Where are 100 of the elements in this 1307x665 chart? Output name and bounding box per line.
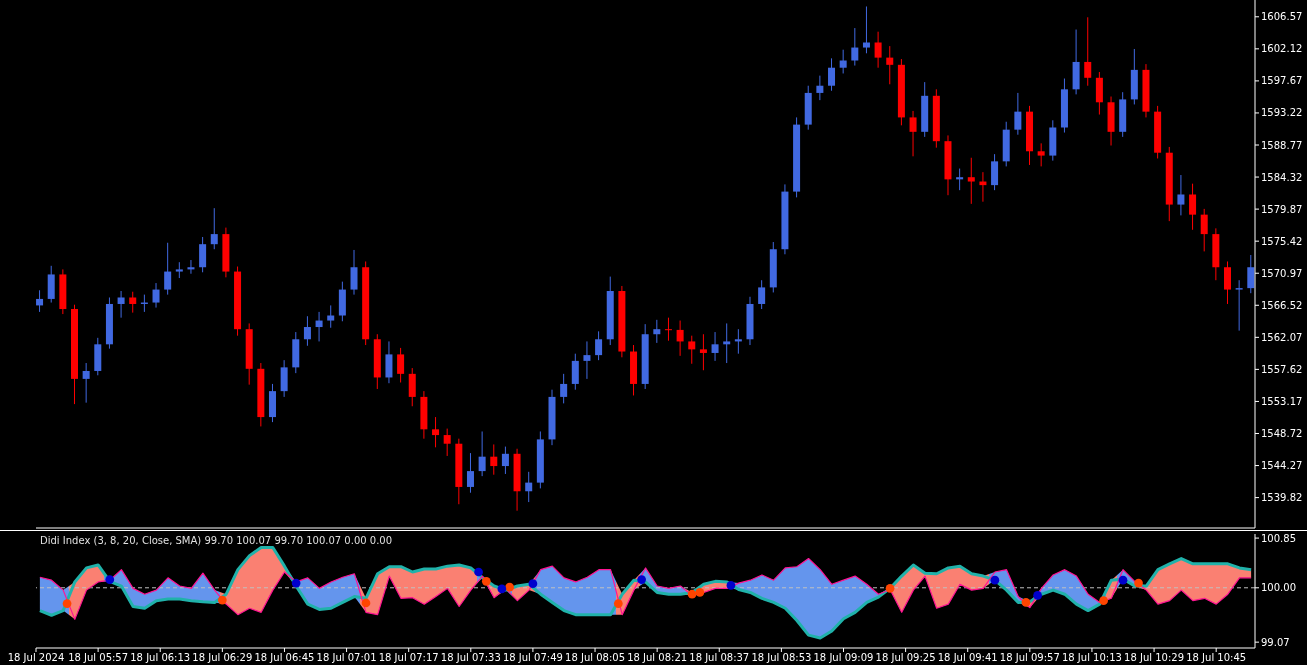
y-tick-label: 1602.12 [1261,43,1303,55]
x-tick-label: 18 Jul 08:53 [751,652,812,664]
x-tick-label: 18 Jul 07:33 [440,652,501,664]
point [726,581,736,590]
candlestick [967,157,975,205]
candlestick [117,290,125,319]
candlestick [874,31,882,69]
y-tick-label: 1606.57 [1261,11,1303,23]
point [105,575,115,584]
point [481,576,491,586]
x-tick-label: 18 Jul 05:57 [68,652,129,664]
candlestick [676,320,684,357]
point [613,599,623,608]
candlestick [886,45,894,85]
x-tick-label: 18 Jul 10:29 [1124,652,1185,664]
y-tick-label: 1575.42 [1261,235,1303,247]
point [497,584,507,594]
candlestick [36,289,44,313]
point [62,599,72,608]
candlestick [595,330,603,361]
point [637,575,646,584]
candlestick [443,428,451,457]
point [1033,591,1042,600]
candlestick [397,347,405,383]
point [1021,598,1031,607]
point [687,589,697,599]
candlestick [1200,208,1208,252]
candlestick [688,335,696,365]
candlestick [466,452,474,494]
candlestick [129,291,137,314]
candlestick [199,236,207,273]
x-tick-label: 18 Jul 10:45 [1186,652,1247,664]
candlestick [560,373,568,404]
candlestick [956,168,964,191]
candlestick [187,259,195,275]
x-tick-label: 18 Jul 07:01 [316,652,377,664]
candlestick [816,75,824,101]
x-tick-label: 18 Jul 08:37 [689,652,750,664]
chart-title: Didi Index (3, 8, 20, Close, SMA) 99.70 100.07 99.70 100.07 0.00 0.00 [40,535,393,546]
y-tick-label: 1562.07 [1261,331,1303,343]
candlestick [501,446,509,475]
y-tick-label: 1553.17 [1261,395,1303,407]
candlestick [490,443,498,476]
point [1099,596,1108,606]
candlestick [828,57,836,92]
candlestick [1084,16,1092,87]
x-tick-label: 18 Jul 2024 [7,652,65,664]
candlestick [152,282,160,309]
y-tick-label: 1548.72 [1261,428,1303,440]
x-tick-label: 18 Jul 06:45 [254,652,315,664]
y-tick-label: 1588.77 [1261,139,1303,151]
candlestick [1224,260,1231,305]
candlestick [327,304,335,329]
point [361,598,371,608]
candlestick [82,362,90,404]
candlestick [350,249,358,296]
y-tick-label: 100.00 [1261,582,1296,594]
candlestick [1177,174,1185,216]
candlestick [432,416,440,448]
candlestick [991,153,999,191]
candlestick [1189,183,1197,231]
candlestick [210,207,218,250]
x-tick-label: 18 Jul 07:49 [502,652,563,664]
candlestick [664,317,672,342]
x-tick-label: 18 Jul 10:13 [1061,652,1122,664]
candlestick [408,367,416,407]
x-tick-label: 18 Jul 06:29 [192,652,253,664]
x-tick-label: 18 Jul 08:21 [627,652,688,664]
candlestick [1037,142,1045,167]
x-tick-label: 18 Jul 08:05 [565,652,626,664]
y-tick-label: 1597.67 [1261,75,1303,87]
x-tick-label: 18 Jul 09:41 [937,652,998,664]
point [505,582,514,592]
candlestick [909,110,917,157]
y-tick-label: 1557.62 [1261,363,1303,375]
candlestick [583,340,591,380]
candlestick [315,311,323,342]
point [291,578,301,588]
candlestick [653,319,661,344]
point [1134,578,1143,588]
point [990,575,1000,585]
x-tick-label: 18 Jul 07:17 [378,652,439,664]
x-tick-label: 18 Jul 09:09 [813,652,874,664]
candlestick [723,322,731,364]
candlestick [164,242,172,296]
candlestick [711,331,719,362]
y-tick-label: 1544.27 [1261,460,1303,472]
point [695,588,705,597]
y-tick-label: 1593.22 [1261,107,1303,119]
point [217,595,227,605]
candlestick [734,328,742,355]
x-tick-label: 18 Jul 06:13 [130,652,191,664]
candlestick [571,353,579,391]
x-tick-label: 18 Jul 09:57 [999,652,1060,664]
point [474,567,483,577]
candlestick [280,359,288,398]
y-tick-label: 100.85 [1261,532,1296,544]
candlestick [862,5,870,54]
y-tick-label: 1579.87 [1261,203,1303,215]
candlestick [758,279,766,310]
